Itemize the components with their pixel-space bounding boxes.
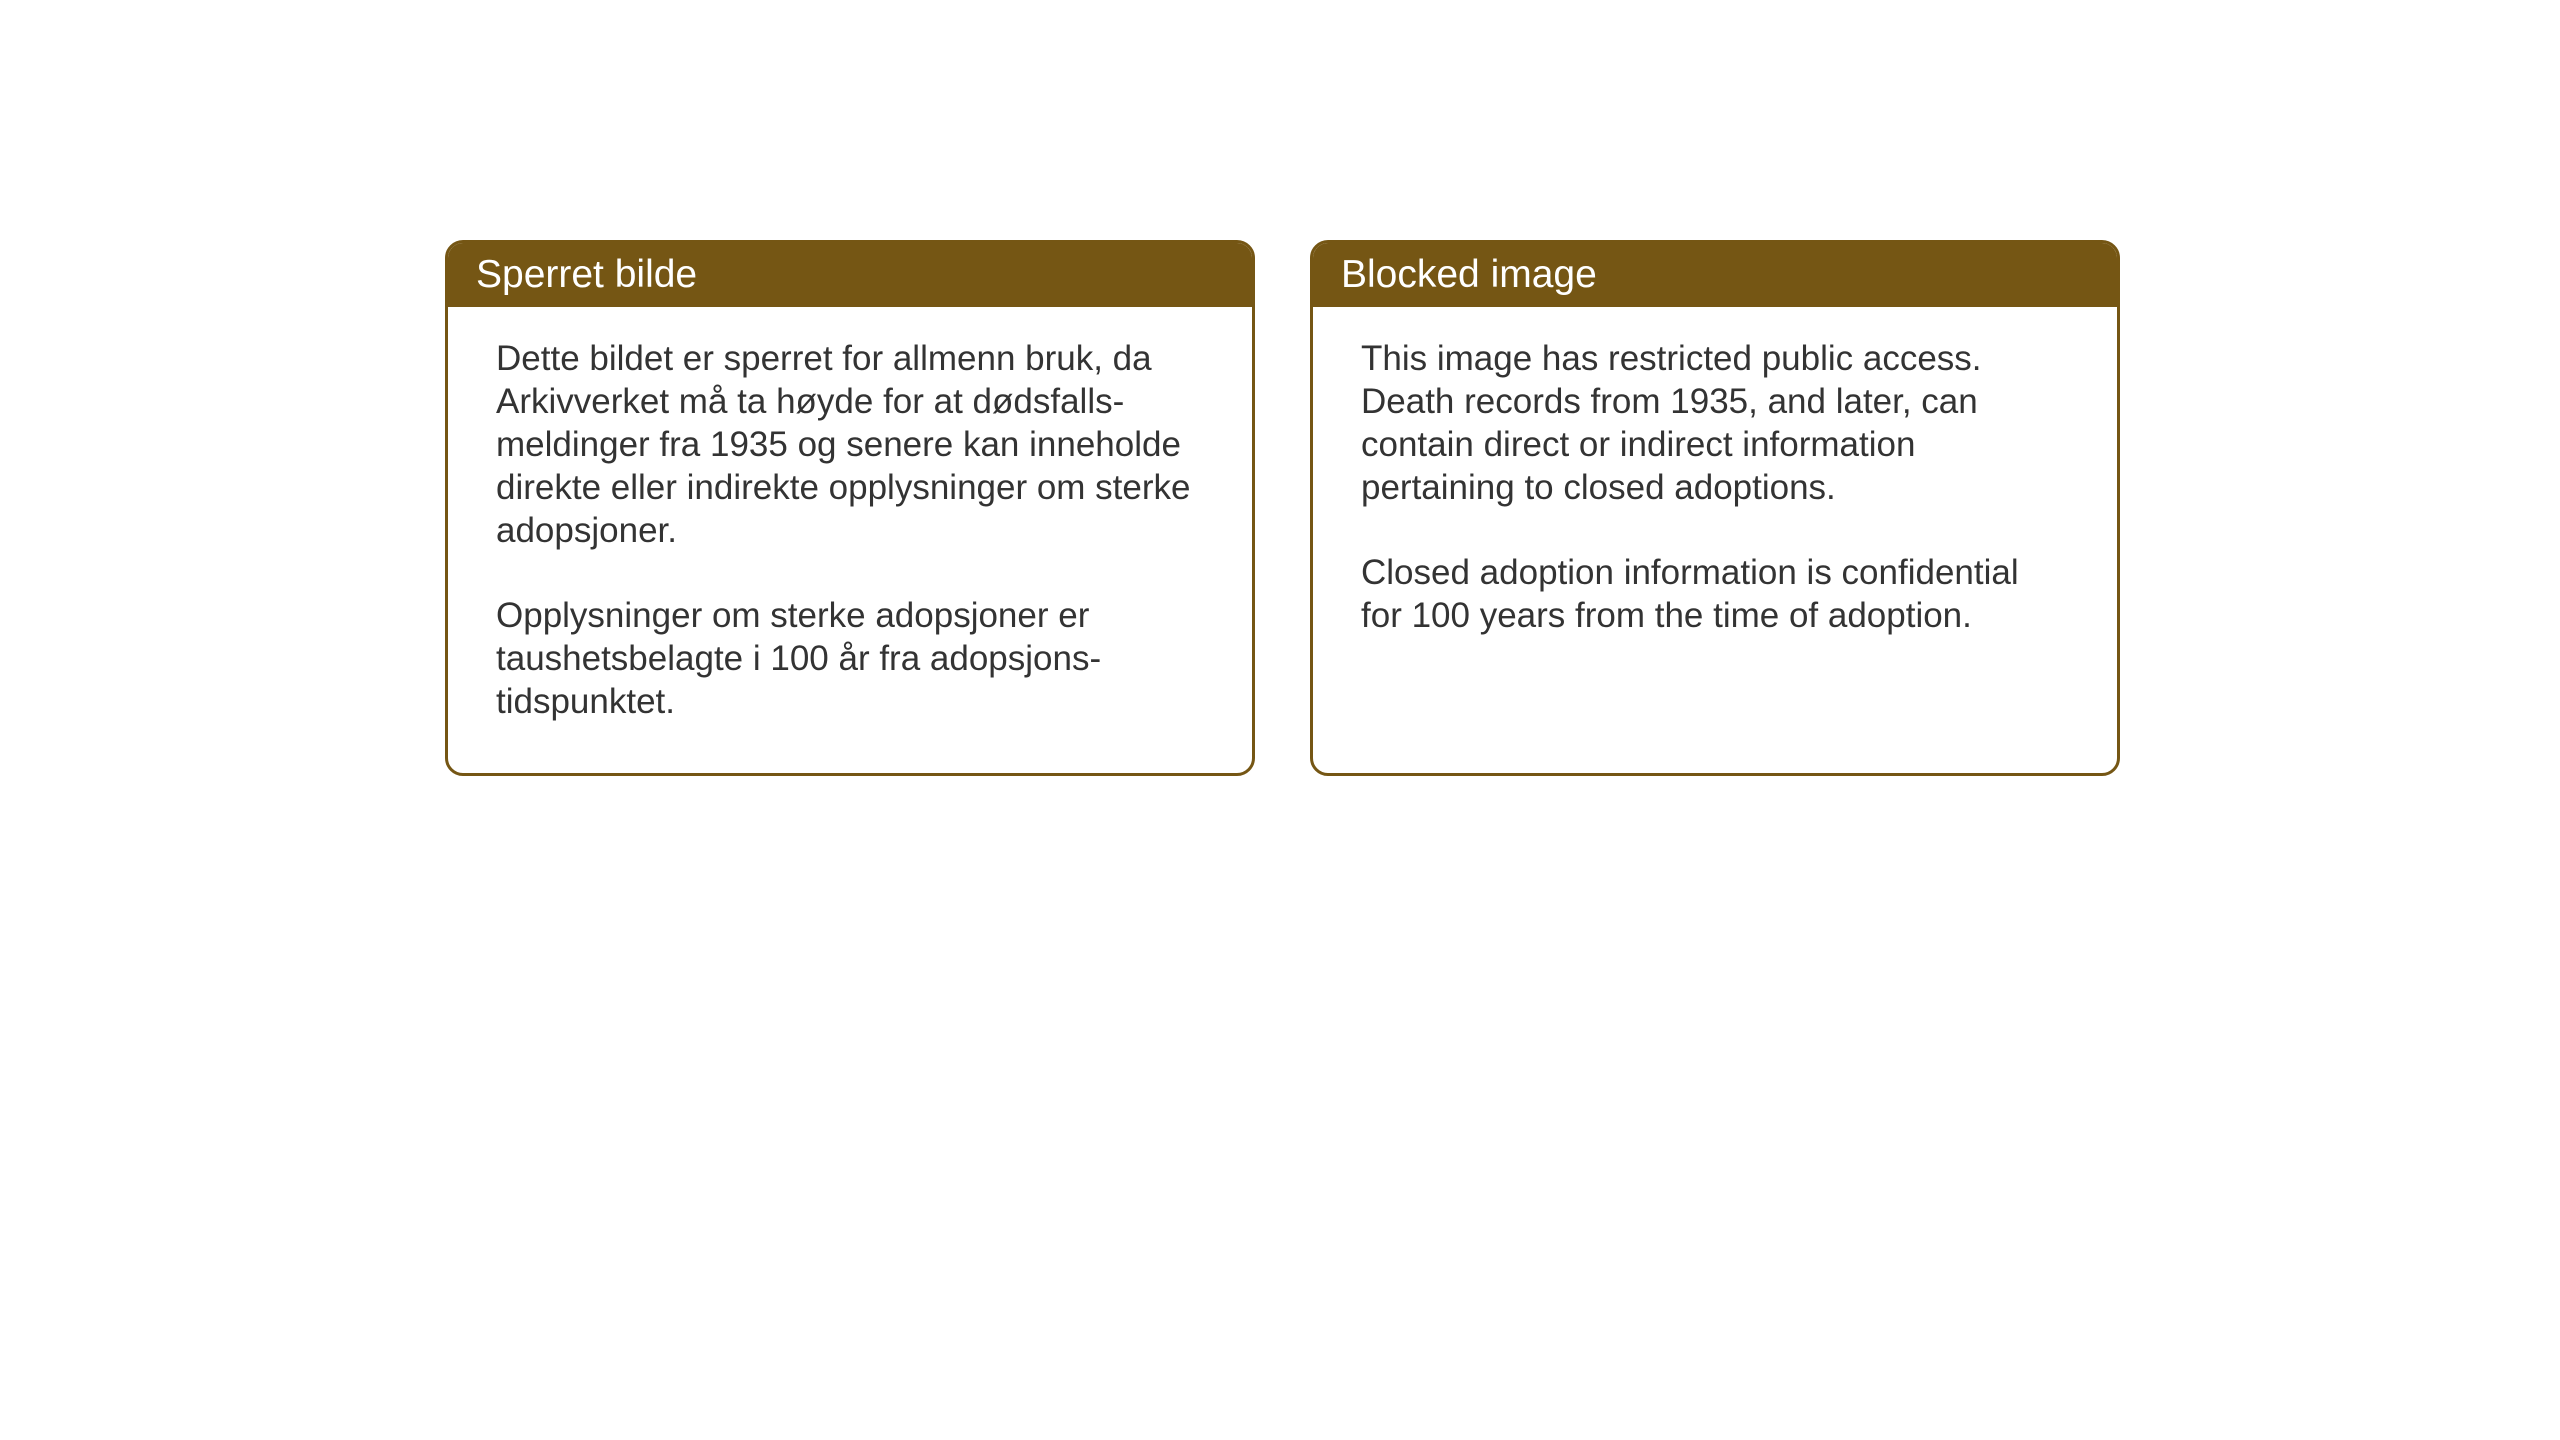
notice-title-english: Blocked image xyxy=(1341,253,1597,296)
notice-box-english: Blocked image This image has restricted … xyxy=(1310,240,2120,776)
notice-header-norwegian: Sperret bilde xyxy=(448,243,1252,307)
notice-paragraph-1-english: This image has restricted public access.… xyxy=(1361,337,2069,509)
notice-header-english: Blocked image xyxy=(1313,243,2117,307)
notice-box-norwegian: Sperret bilde Dette bildet er sperret fo… xyxy=(445,240,1255,776)
notice-body-english: This image has restricted public access.… xyxy=(1313,307,2117,687)
notice-paragraph-1-norwegian: Dette bildet er sperret for allmenn bruk… xyxy=(496,337,1204,552)
notice-container: Sperret bilde Dette bildet er sperret fo… xyxy=(445,240,2120,776)
notice-paragraph-2-norwegian: Opplysninger om sterke adopsjoner er tau… xyxy=(496,594,1204,723)
notice-paragraph-2-english: Closed adoption information is confident… xyxy=(1361,551,2069,637)
notice-title-norwegian: Sperret bilde xyxy=(476,253,697,296)
notice-body-norwegian: Dette bildet er sperret for allmenn bruk… xyxy=(448,307,1252,773)
